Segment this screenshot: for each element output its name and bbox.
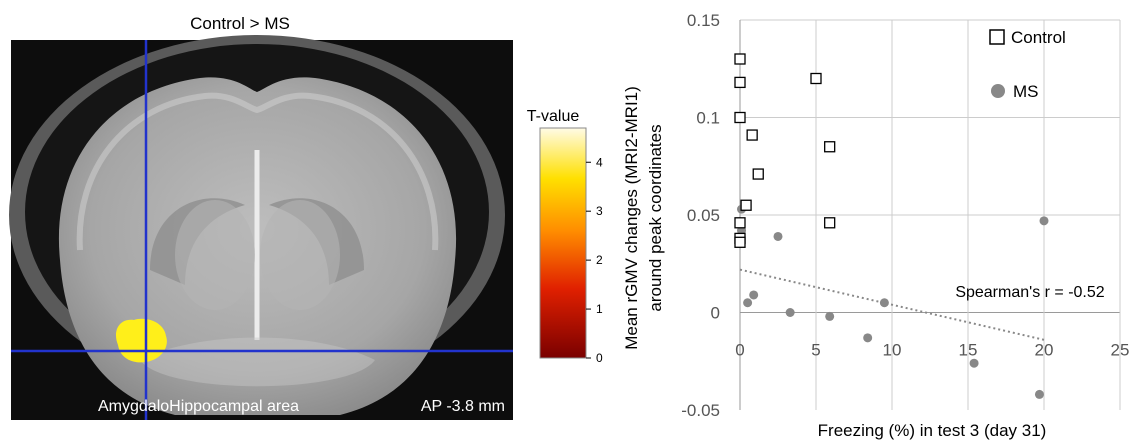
colorbar-tick-label: 2	[596, 253, 603, 267]
control-data-point	[734, 111, 746, 124]
series-control-points	[734, 53, 836, 248]
colorbar-tick-label: 3	[596, 204, 603, 218]
x-tick-label: 20	[1035, 341, 1054, 360]
x-tick-label: 5	[811, 341, 820, 360]
x-tick-label: 0	[735, 341, 744, 360]
control-data-point	[824, 141, 836, 153]
ms-data-point	[863, 333, 873, 343]
ms-data-point	[879, 298, 889, 308]
y-tick-label: 0	[711, 304, 720, 323]
ms-data-point	[749, 290, 759, 300]
series-ms-points	[737, 204, 1049, 399]
control-data-point	[824, 217, 836, 229]
x-tick-label: 25	[1111, 341, 1130, 360]
x-axis-label: Freezing (%) in test 3 (day 31)	[818, 421, 1047, 440]
activation-blob	[115, 318, 167, 363]
legend-control-label: Control	[1011, 28, 1066, 47]
ms-data-point	[785, 308, 795, 317]
y-axis-label-line1: Mean rGMV changes (MRI2-MRI1)	[622, 86, 641, 350]
left-hippocampus-shape	[150, 198, 245, 285]
y-tick-label: 0.15	[687, 11, 720, 30]
ms-data-point	[743, 298, 753, 308]
right-thalamus-shape	[260, 200, 340, 310]
right-hippocampus-shape	[269, 198, 364, 285]
left-thalamus-shape	[175, 200, 255, 310]
ms-data-point	[1034, 389, 1044, 399]
ms-data-point	[773, 231, 783, 241]
control-data-point	[810, 72, 822, 85]
brain-image: AmygdaloHippocampal area AP -3.8 mm	[9, 35, 513, 420]
colorbar-gradient	[539, 127, 587, 359]
colorbar-ticks: 0 1 2 3 4	[586, 155, 603, 365]
cortex-rim	[76, 92, 439, 251]
control-data-point	[746, 129, 758, 141]
legend: Control MS	[989, 28, 1066, 101]
y-tick-label: 0.1	[696, 109, 720, 128]
colorbar-tick-label: 1	[596, 302, 603, 316]
y-tick-label: 0.05	[687, 206, 720, 225]
gridlines	[739, 19, 1121, 410]
control-data-point	[740, 199, 752, 211]
ms-data-point	[969, 358, 979, 368]
control-data-point	[734, 53, 746, 65]
ventral-region	[140, 337, 375, 387]
x-tick-label: 15	[959, 341, 978, 360]
brain-ap-caption: AP -3.8 mm	[421, 398, 505, 415]
control-data-point	[752, 168, 764, 180]
control-data-point	[734, 236, 746, 248]
legend-ms-label: MS	[1013, 82, 1039, 101]
correlation-annotation: Spearman's r = -0.52	[955, 284, 1104, 301]
legend-ms-marker	[991, 84, 1005, 98]
legend-control-marker	[989, 29, 1005, 45]
y-tick-labels: -0.05 0 0.05 0.1 0.15	[681, 11, 720, 420]
ms-data-point	[1039, 216, 1049, 226]
brain-panel-title: Control > MS	[190, 14, 290, 33]
x-tick-labels: 0 5 10 15 20 25	[735, 341, 1129, 360]
colorbar: T-value 0 1 2 3 4	[527, 108, 603, 365]
control-data-point	[734, 76, 746, 89]
control-data-point	[734, 217, 746, 229]
ms-data-point	[825, 311, 835, 321]
scatter-chart: 0 5 10 15 20 25 -0.05 0 0.05 0.1 0.15 Spearman's …	[622, 11, 1129, 440]
y-axis-label-line2: around peak coordinates	[646, 124, 665, 311]
x-tick-label: 10	[883, 341, 902, 360]
colorbar-tick-label: 0	[596, 351, 603, 365]
colorbar-label: T-value	[527, 108, 580, 125]
y-tick-label: -0.05	[681, 401, 720, 420]
trendline	[739, 268, 1045, 341]
brain-region-caption: AmygdaloHippocampal area	[98, 398, 299, 415]
colorbar-tick-label: 4	[596, 155, 603, 169]
